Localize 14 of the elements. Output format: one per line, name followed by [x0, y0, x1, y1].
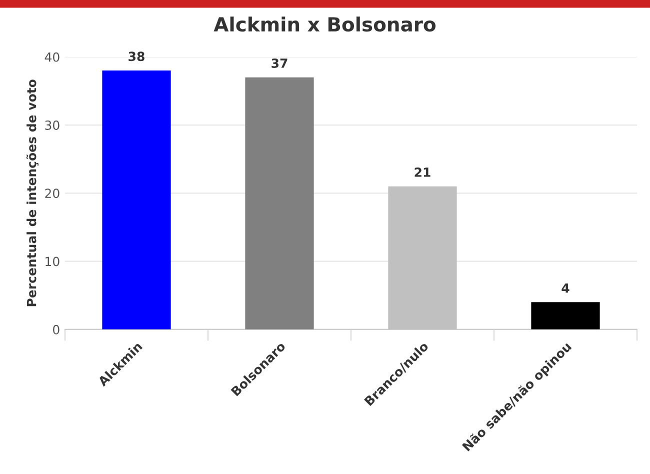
- data-label: 21: [414, 168, 430, 177]
- y-tick-label: 30: [45, 120, 60, 130]
- bar: [102, 70, 171, 330]
- data-label: 4: [562, 284, 570, 293]
- bar: [531, 302, 600, 330]
- bar: [245, 77, 314, 330]
- y-tick-label: 0: [53, 324, 60, 334]
- data-label: 37: [272, 58, 288, 68]
- data-label: 38: [128, 52, 144, 62]
- y-tick-label: 40: [44, 52, 60, 62]
- y-tick-label: 20: [45, 188, 60, 198]
- chart-title: Alckmin x Bolsonaro: [214, 16, 436, 32]
- y-axis-title: Percentual de intenções de voto: [26, 80, 39, 306]
- y-tick-label: 10: [46, 256, 60, 266]
